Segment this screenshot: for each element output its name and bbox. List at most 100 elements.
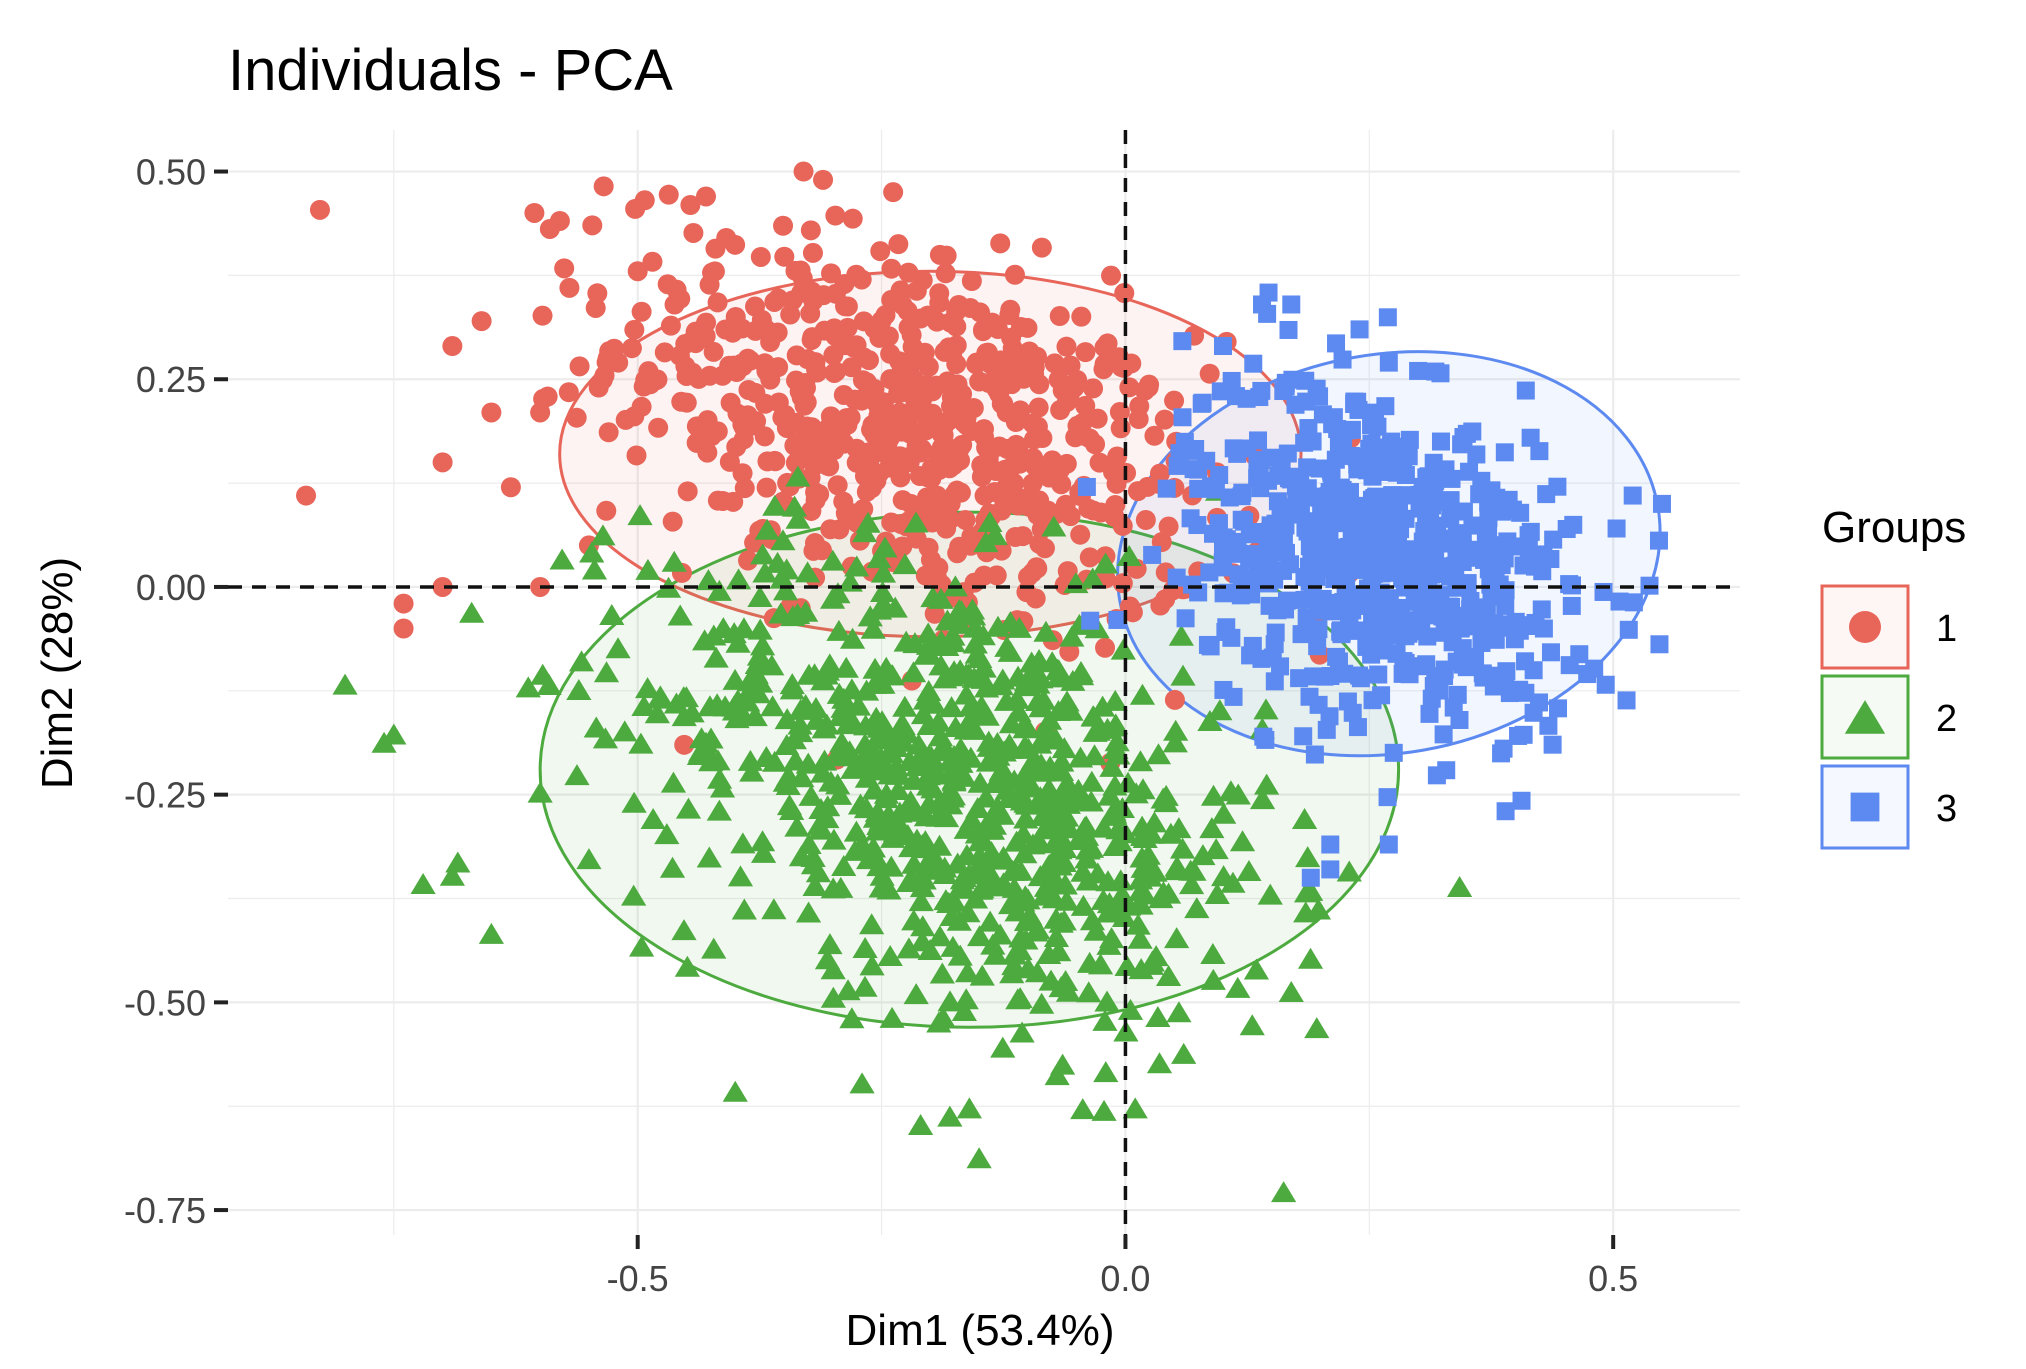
data-point-group-2 bbox=[973, 531, 999, 553]
data-point-group-1 bbox=[608, 352, 629, 373]
data-point-group-2 bbox=[1184, 897, 1210, 919]
data-point-group-3 bbox=[1200, 563, 1219, 582]
data-point-group-3 bbox=[1496, 596, 1515, 615]
data-point-group-2 bbox=[866, 759, 893, 781]
data-point-group-3 bbox=[1252, 381, 1271, 400]
data-point-group-2 bbox=[802, 874, 828, 896]
data-point-group-1 bbox=[670, 288, 691, 309]
data-point-group-2 bbox=[934, 609, 961, 631]
legend-title: Groups bbox=[1822, 503, 1966, 552]
data-point-group-2 bbox=[703, 646, 729, 668]
data-point-group-3 bbox=[1213, 541, 1232, 560]
data-point-group-1 bbox=[694, 328, 715, 349]
data-point-group-2 bbox=[819, 587, 846, 609]
data-point-group-3 bbox=[1426, 471, 1445, 490]
data-point-group-1 bbox=[471, 311, 492, 332]
data-point-group-2 bbox=[754, 518, 780, 540]
data-point-group-2 bbox=[772, 579, 799, 601]
data-point-group-2 bbox=[1111, 905, 1138, 927]
data-point-group-3 bbox=[1235, 512, 1254, 531]
data-point-group-3 bbox=[1349, 400, 1368, 419]
data-point-group-3 bbox=[1277, 591, 1296, 610]
data-point-group-2 bbox=[866, 598, 893, 620]
data-point-group-2 bbox=[605, 637, 631, 659]
data-point-group-3 bbox=[1348, 718, 1367, 737]
data-point-group-3 bbox=[1437, 761, 1456, 780]
data-point-group-1 bbox=[948, 294, 969, 315]
data-point-group-2 bbox=[759, 654, 785, 676]
data-point-group-2 bbox=[659, 856, 686, 878]
data-point-group-1 bbox=[432, 576, 453, 597]
data-point-group-2 bbox=[1074, 847, 1100, 869]
data-point-group-2 bbox=[1009, 1021, 1035, 1043]
y-tick-label: -0.25 bbox=[124, 775, 206, 816]
data-point-group-3 bbox=[1258, 471, 1277, 490]
data-point-group-2 bbox=[1298, 879, 1324, 901]
data-point-group-1 bbox=[802, 288, 823, 309]
data-point-group-2 bbox=[1110, 638, 1136, 660]
data-point-group-2 bbox=[815, 795, 841, 817]
data-point-group-2 bbox=[774, 558, 800, 580]
data-point-group-3 bbox=[1210, 466, 1229, 485]
data-point-group-2 bbox=[1155, 882, 1182, 904]
data-point-group-1 bbox=[1026, 557, 1047, 578]
data-point-group-2 bbox=[761, 898, 787, 920]
data-point-group-1 bbox=[1075, 395, 1096, 416]
data-point-group-2 bbox=[1243, 958, 1270, 980]
data-point-group-1 bbox=[961, 270, 982, 291]
data-point-group-2 bbox=[621, 884, 647, 906]
data-point-group-2 bbox=[1070, 1098, 1096, 1120]
y-axis-label: Dim2 (28%) bbox=[33, 557, 82, 789]
data-point-group-2 bbox=[1078, 790, 1104, 812]
y-tick-label: -0.75 bbox=[124, 1190, 206, 1231]
data-point-group-2 bbox=[459, 601, 485, 623]
data-point-group-1 bbox=[768, 288, 789, 309]
data-point-group-2 bbox=[599, 604, 625, 626]
data-point-group-3 bbox=[1317, 720, 1336, 739]
legend-key-box-2 bbox=[1820, 674, 1910, 760]
data-point-group-3 bbox=[1409, 361, 1428, 380]
data-point-group-2 bbox=[1043, 925, 1070, 947]
data-point-group-1 bbox=[986, 461, 1007, 482]
data-point-group-1 bbox=[987, 318, 1008, 339]
data-point-group-2 bbox=[906, 733, 932, 755]
data-point-group-2 bbox=[990, 1036, 1016, 1058]
data-point-group-1 bbox=[532, 305, 553, 326]
data-point-group-3 bbox=[1332, 625, 1351, 644]
data-point-group-1 bbox=[481, 402, 502, 423]
data-point-group-2 bbox=[876, 878, 902, 900]
data-point-group-2 bbox=[969, 877, 995, 899]
data-point-group-1 bbox=[842, 208, 863, 229]
data-point-group-2 bbox=[1156, 965, 1182, 987]
data-point-group-3 bbox=[1378, 788, 1397, 807]
data-point-group-1 bbox=[732, 463, 753, 484]
data-point-group-3 bbox=[1382, 432, 1401, 451]
data-point-group-3 bbox=[1435, 667, 1454, 686]
data-point-group-1 bbox=[588, 377, 609, 398]
data-point-group-1 bbox=[785, 452, 806, 473]
data-point-group-3 bbox=[1521, 428, 1540, 447]
data-point-group-2 bbox=[803, 696, 829, 718]
data-point-group-2 bbox=[775, 764, 802, 786]
data-point-group-1 bbox=[1164, 390, 1185, 411]
data-point-group-3 bbox=[1081, 611, 1100, 630]
data-point-group-3 bbox=[1254, 727, 1273, 746]
data-point-group-2 bbox=[1102, 689, 1128, 711]
data-point-group-3 bbox=[1308, 637, 1327, 656]
data-point-group-2 bbox=[1036, 942, 1062, 964]
data-point-group-2 bbox=[1027, 732, 1053, 754]
data-point-group-2 bbox=[671, 919, 697, 941]
data-point-group-2 bbox=[782, 749, 809, 771]
y-tick-label: 0.00 bbox=[136, 567, 206, 608]
data-point-group-2 bbox=[972, 853, 998, 875]
data-point-group-1 bbox=[1067, 415, 1088, 436]
data-point-group-3 bbox=[1351, 669, 1370, 688]
data-point-group-3 bbox=[1297, 608, 1316, 627]
data-point-group-1 bbox=[1024, 364, 1045, 385]
data-point-group-2 bbox=[810, 669, 836, 691]
data-point-group-1 bbox=[631, 301, 652, 322]
data-point-group-1 bbox=[878, 326, 899, 347]
data-point-group-3 bbox=[1562, 596, 1581, 615]
data-point-group-3 bbox=[1329, 652, 1348, 671]
data-point-group-2 bbox=[909, 833, 935, 855]
